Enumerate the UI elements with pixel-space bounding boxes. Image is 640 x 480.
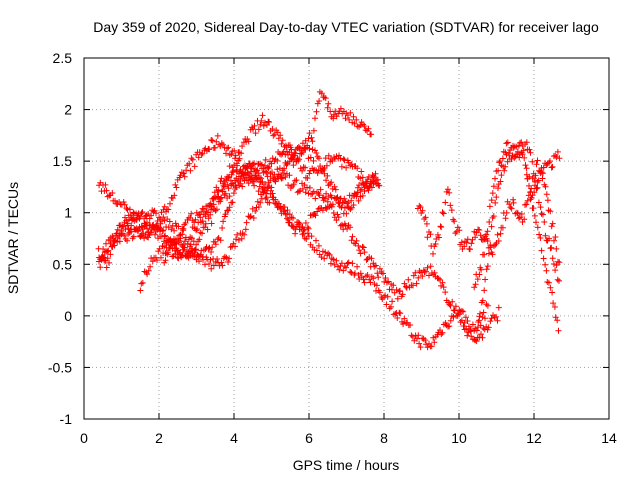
series-track-c	[96, 112, 382, 271]
y-tick-label: 2.5	[53, 50, 73, 66]
series-track-b	[96, 160, 502, 345]
series-track-f	[160, 163, 383, 266]
y-tick-label: -1	[60, 411, 73, 427]
plot-frame	[83, 57, 610, 420]
y-tick-label: 2	[64, 102, 72, 118]
y-axis-label: SDTVAR / TECUs	[5, 182, 21, 294]
x-tick-label: 4	[230, 430, 238, 446]
series-markers	[160, 163, 383, 266]
x-tick-label: 2	[155, 430, 163, 446]
series-track-j	[523, 171, 562, 334]
series-markers	[414, 148, 563, 258]
y-tick-label: 0.5	[53, 256, 73, 272]
x-tick-label: 14	[601, 430, 617, 446]
x-tick-label: 0	[80, 430, 88, 446]
y-tick-labels: -1 -0.5 0 0.5 1 1.5 2 2.5	[48, 50, 72, 427]
y-tick-label: 0	[64, 308, 72, 324]
x-tick-label: 10	[451, 430, 467, 446]
y-tick-label: -0.5	[48, 359, 72, 375]
series-markers	[96, 144, 378, 272]
axis-ticks	[83, 57, 610, 420]
series-markers	[475, 139, 563, 331]
series-track-h	[471, 139, 562, 291]
y-tick-label: 1	[64, 205, 72, 221]
series-markers	[471, 139, 562, 291]
data-marks	[95, 88, 563, 351]
x-tick-label: 6	[305, 430, 313, 446]
x-tick-label: 12	[526, 430, 542, 446]
x-tick-label: 8	[380, 430, 388, 446]
series-track-i	[475, 139, 563, 331]
x-tick-labels: 0 2 4 6 8 10 12 14	[80, 430, 617, 446]
series-markers	[523, 171, 562, 334]
chart-title: Day 359 of 2020, Sidereal Day-to-day VTE…	[93, 19, 599, 35]
series-track-g	[414, 148, 563, 258]
series-track-d	[96, 144, 378, 272]
series-markers	[96, 112, 382, 271]
series-markers	[96, 160, 502, 345]
y-tick-label: 1.5	[53, 153, 73, 169]
x-axis-label: GPS time / hours	[293, 457, 400, 473]
